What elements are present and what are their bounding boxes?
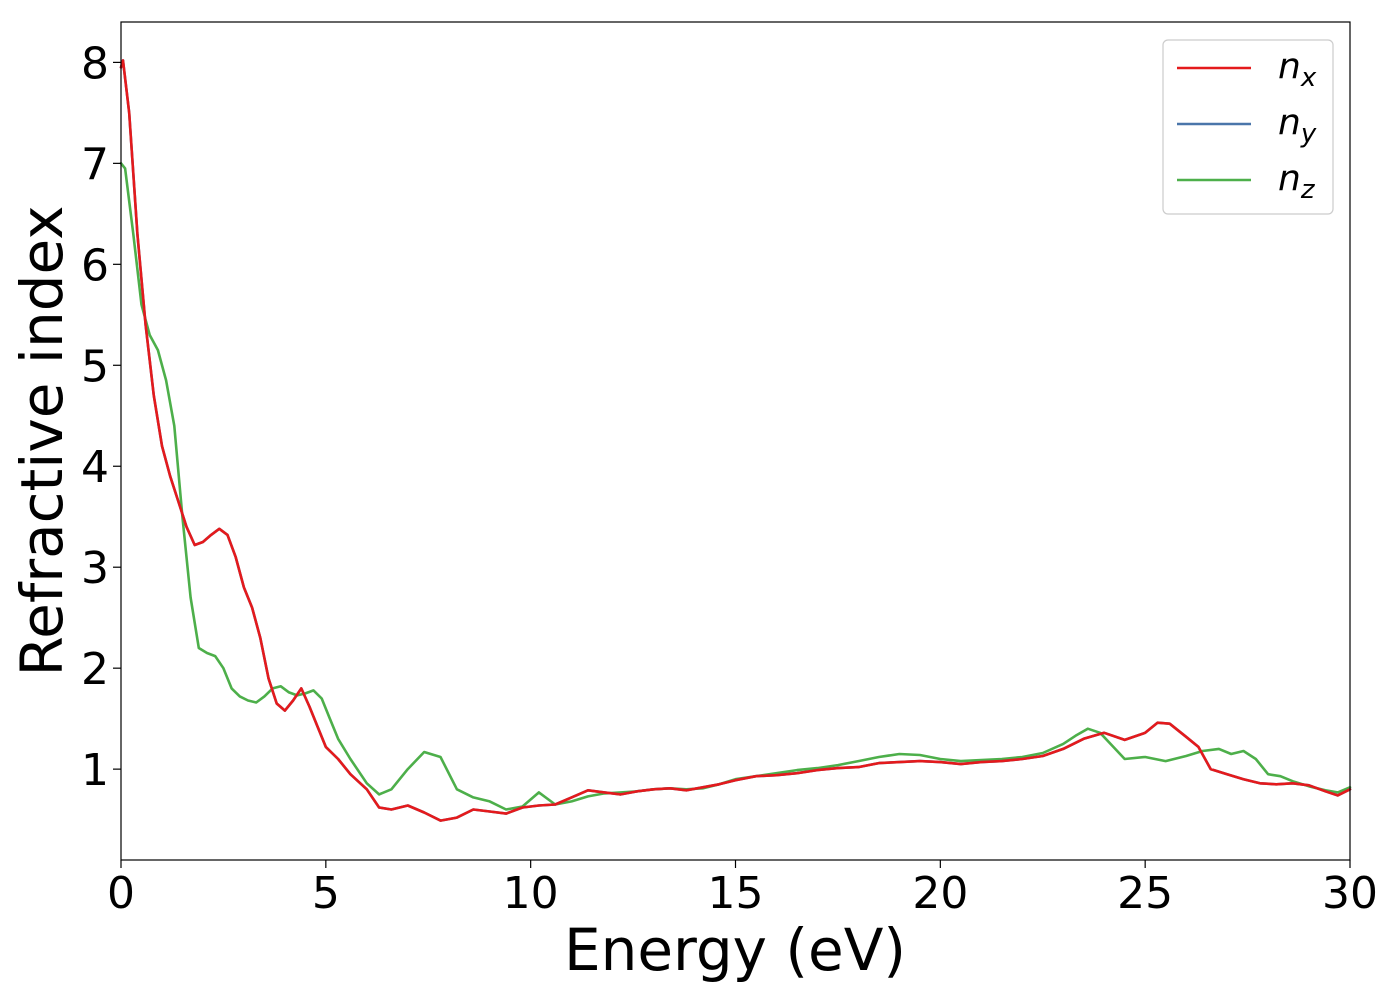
- series-layer: [119, 59, 1352, 822]
- x-tick-label: 25: [1117, 868, 1173, 919]
- legend-label-n-z: nz: [1278, 158, 1316, 205]
- x-axis: 0 5 10 15 20 25 30: [107, 860, 1378, 919]
- y-axis-title: Refractive index: [8, 205, 76, 676]
- y-tick-label: 1: [81, 745, 109, 796]
- legend: nx ny nz: [1162, 39, 1334, 215]
- legend-frame: [1162, 39, 1334, 215]
- x-tick-label: 20: [912, 868, 968, 919]
- series-line-n-x: [119, 59, 1352, 822]
- x-axis-title: Energy (eV): [564, 916, 906, 984]
- y-tick-label: 8: [81, 38, 109, 89]
- y-tick-label: 5: [81, 341, 109, 392]
- legend-label-n-y: ny: [1278, 102, 1317, 149]
- y-axis: 1 2 3 4 5 6 7 8: [81, 38, 121, 796]
- y-tick-label: 7: [81, 139, 109, 190]
- y-tick-label: 6: [81, 240, 109, 291]
- y-tick-label: 3: [81, 543, 109, 594]
- x-tick-label: 15: [708, 868, 764, 919]
- y-tick-label: 4: [81, 442, 109, 493]
- y-tick-label: 2: [81, 644, 109, 695]
- x-tick-label: 5: [312, 868, 340, 919]
- plot-area-background: [121, 22, 1350, 860]
- x-tick-label: 0: [107, 868, 135, 919]
- x-tick-label: 10: [503, 868, 559, 919]
- x-tick-label: 30: [1322, 868, 1378, 919]
- legend-label-n-x: nx: [1278, 46, 1317, 93]
